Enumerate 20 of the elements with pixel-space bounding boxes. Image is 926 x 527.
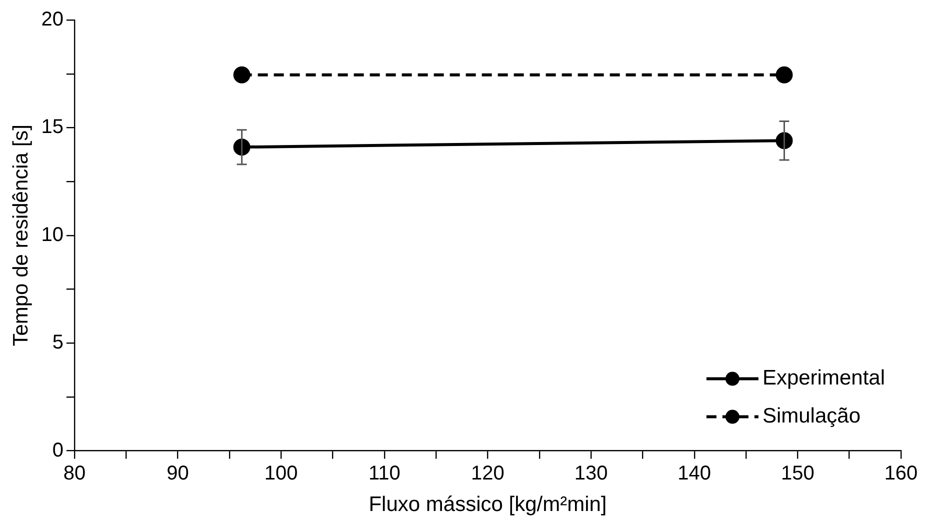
legend-label: Experimental <box>762 366 886 390</box>
y-tick-label: 5 <box>52 332 64 354</box>
x-tick-label: 150 <box>780 462 814 484</box>
x-tick-label: 90 <box>166 462 189 484</box>
x-tick-label: 160 <box>884 462 918 484</box>
point <box>776 66 793 84</box>
y-tick-label: 0 <box>52 439 64 462</box>
y-axis-title: Tempo de residência [s] <box>9 124 32 346</box>
point <box>233 66 250 84</box>
x-tick-label: 110 <box>368 462 400 484</box>
x-tick-label: 100 <box>264 462 298 484</box>
y-tick-label: 20 <box>41 8 64 31</box>
legend-label: Simulação <box>762 404 861 428</box>
x-tick-label: 80 <box>63 462 86 484</box>
x-tick-label: 120 <box>471 462 504 484</box>
y-tick-label: 10 <box>41 224 64 246</box>
x-tick-label: 130 <box>574 462 608 484</box>
x-tick-label: 140 <box>678 462 712 484</box>
x-axis-title: Fluxo mássico [kg/m²min] <box>368 493 607 516</box>
y-tick-label: 15 <box>41 116 64 138</box>
